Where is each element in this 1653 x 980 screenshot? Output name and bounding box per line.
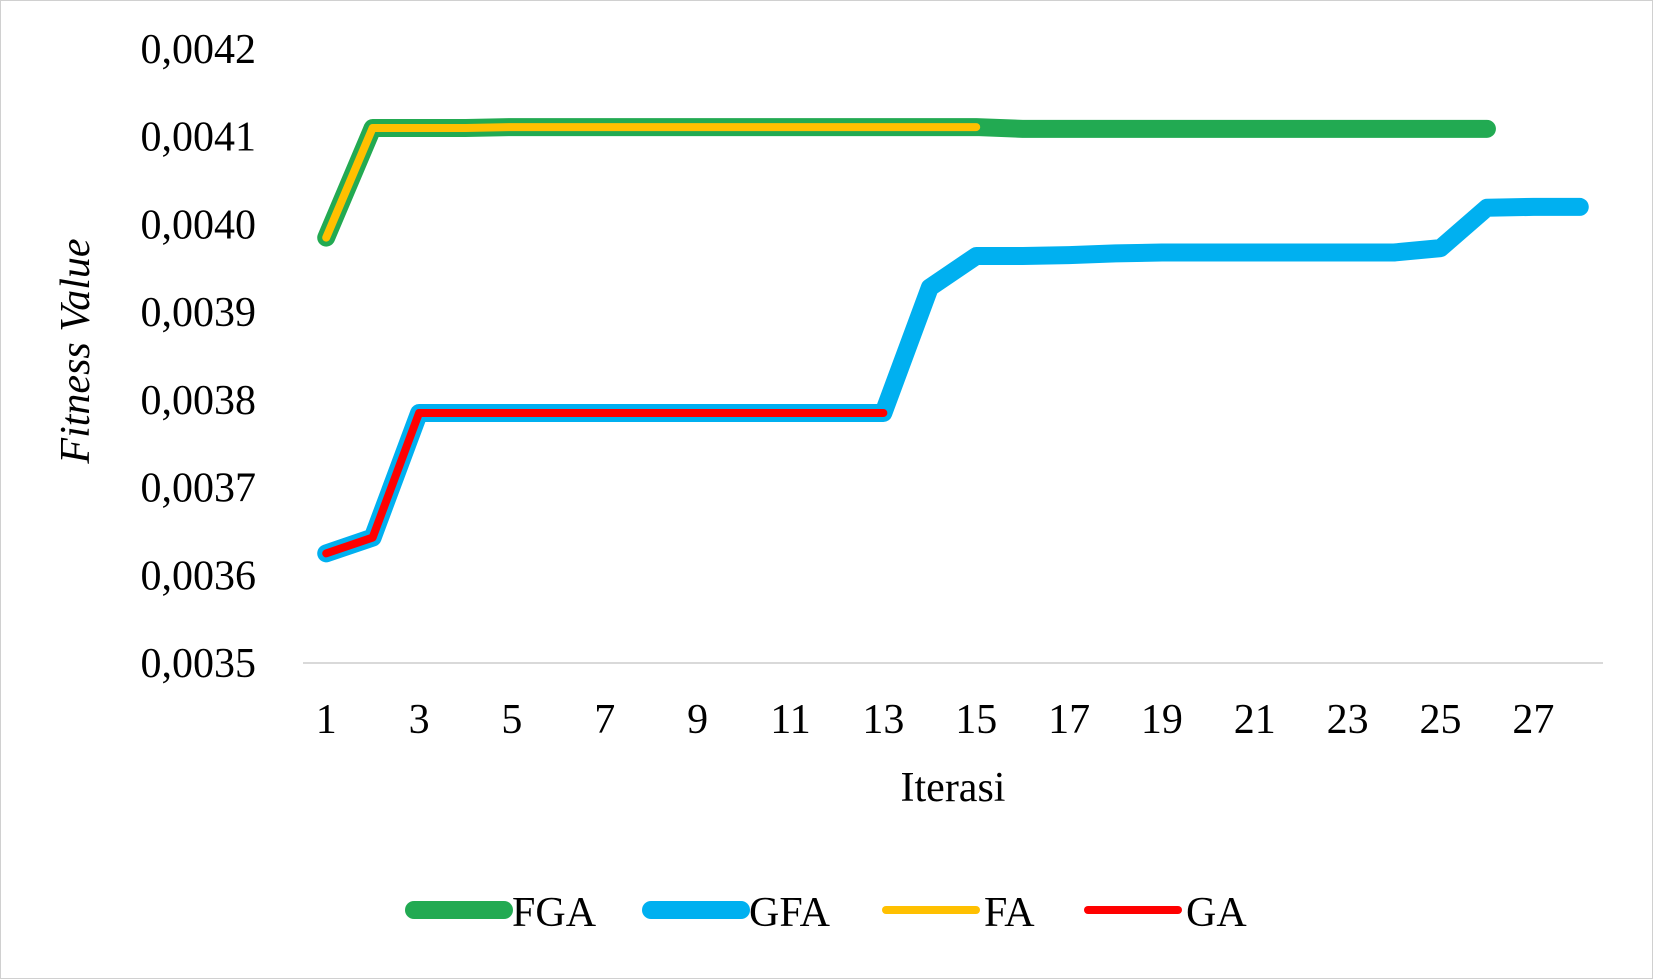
y-tick-label: 0,0035: [141, 641, 257, 687]
x-tick-label: 15: [955, 697, 997, 743]
x-tick-label: 7: [594, 697, 615, 743]
legend-label-ga: GA: [1186, 890, 1247, 936]
legend: FGA GFA FA GA: [405, 890, 1247, 936]
legend-label-gfa: GFA: [749, 890, 831, 936]
x-axis-ticks: 1 3 5 7 9 11 13 15 17 19 21 23 25 27: [316, 697, 1555, 743]
x-tick-label: 5: [501, 697, 522, 743]
x-tick-label: 27: [1512, 697, 1554, 743]
series-line-ga: [322, 409, 888, 558]
x-tick-label: 11: [770, 697, 810, 743]
y-tick-label: 0,0037: [141, 466, 257, 512]
y-tick-label: 0,0036: [141, 553, 257, 599]
y-tick-label: 0,0039: [141, 290, 257, 336]
series-lines: [317, 118, 1589, 563]
x-tick-label: 21: [1234, 697, 1276, 743]
y-tick-label: 0,0040: [141, 202, 257, 248]
x-tick-label: 23: [1327, 697, 1369, 743]
series-line-gfa: [317, 197, 1589, 563]
y-axis-ticks: 0,0035 0,0036 0,0037 0,0038 0,0039 0,0040 0,00…: [141, 27, 257, 687]
y-axis-title: Fitness Value: [53, 238, 99, 464]
x-tick-label: 25: [1420, 697, 1462, 743]
legend-label-fga: FGA: [512, 890, 597, 936]
x-tick-label: 19: [1141, 697, 1183, 743]
x-tick-label: 1: [316, 697, 337, 743]
y-tick-label: 0,0038: [141, 378, 257, 424]
series-line-fa: [322, 123, 981, 242]
x-tick-label: 3: [409, 697, 430, 743]
y-tick-label: 0,0041: [141, 115, 257, 161]
x-tick-label: 9: [687, 697, 708, 743]
x-tick-label: 17: [1048, 697, 1090, 743]
legend-label-fa: FA: [984, 890, 1035, 936]
x-tick-label: 13: [862, 697, 904, 743]
series-line-fga: [317, 118, 1496, 247]
x-axis-title: Iterasi: [901, 765, 1006, 811]
y-tick-label: 0,0042: [141, 27, 257, 73]
